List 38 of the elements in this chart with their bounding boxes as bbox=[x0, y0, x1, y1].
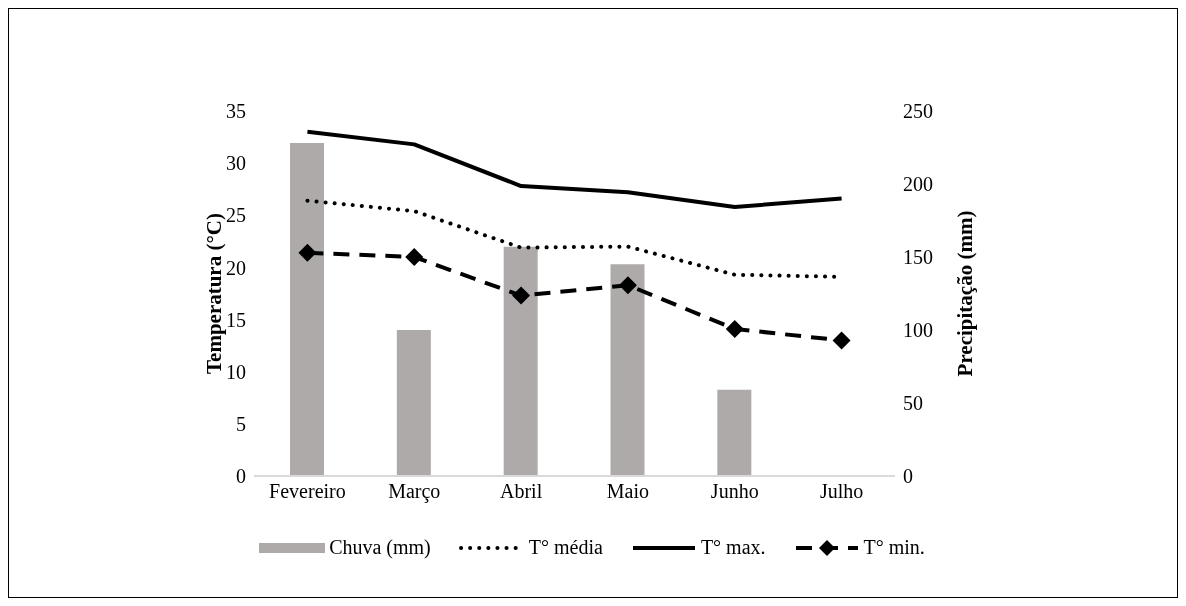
point bbox=[405, 248, 424, 266]
bar bbox=[717, 389, 752, 476]
y2-tick-label: 150 bbox=[903, 246, 933, 269]
line-series bbox=[305, 129, 844, 209]
legend-label: Chuva (mm) bbox=[329, 536, 431, 559]
y2-tick-label: 0 bbox=[903, 465, 913, 488]
y-tick-label: 25 bbox=[226, 204, 246, 227]
y-tick-label: 0 bbox=[236, 465, 246, 488]
bar bbox=[503, 246, 538, 476]
x-tick-label: Junho bbox=[710, 480, 759, 503]
y2-tick-label: 100 bbox=[903, 319, 933, 342]
bar bbox=[610, 264, 645, 476]
x-tick-label: Maio bbox=[606, 480, 650, 503]
y-tick-label: 30 bbox=[226, 152, 246, 175]
y-tick-label: 20 bbox=[226, 256, 246, 279]
bar bbox=[290, 143, 324, 476]
legend-label: T° min. bbox=[863, 536, 925, 559]
y-tick-label: 35 bbox=[226, 100, 246, 123]
point bbox=[832, 331, 851, 350]
y2-axis-title: Precipitação (mm) bbox=[953, 210, 978, 377]
point bbox=[298, 243, 317, 262]
y2-tick-label: 250 bbox=[903, 100, 933, 123]
y-tick-label: 10 bbox=[226, 360, 246, 383]
x-tick-label: Março bbox=[388, 480, 441, 504]
legend-label: T° média bbox=[528, 536, 603, 559]
point bbox=[512, 286, 531, 305]
point bbox=[618, 276, 637, 295]
point bbox=[725, 319, 744, 338]
x-tick-label: Julho bbox=[819, 480, 864, 503]
x-tick-label: Fevereiro bbox=[269, 480, 346, 503]
y-tick-label: 15 bbox=[226, 308, 246, 331]
y2-tick-label: 50 bbox=[903, 392, 923, 415]
x-tick-label: Abril bbox=[499, 480, 543, 503]
legend-label: T° max. bbox=[700, 536, 766, 559]
y-axis-title: Temperatura (°C) bbox=[202, 212, 227, 375]
y2-tick-label: 200 bbox=[903, 173, 933, 196]
y-tick-label: 5 bbox=[236, 412, 246, 435]
bar bbox=[396, 330, 431, 476]
